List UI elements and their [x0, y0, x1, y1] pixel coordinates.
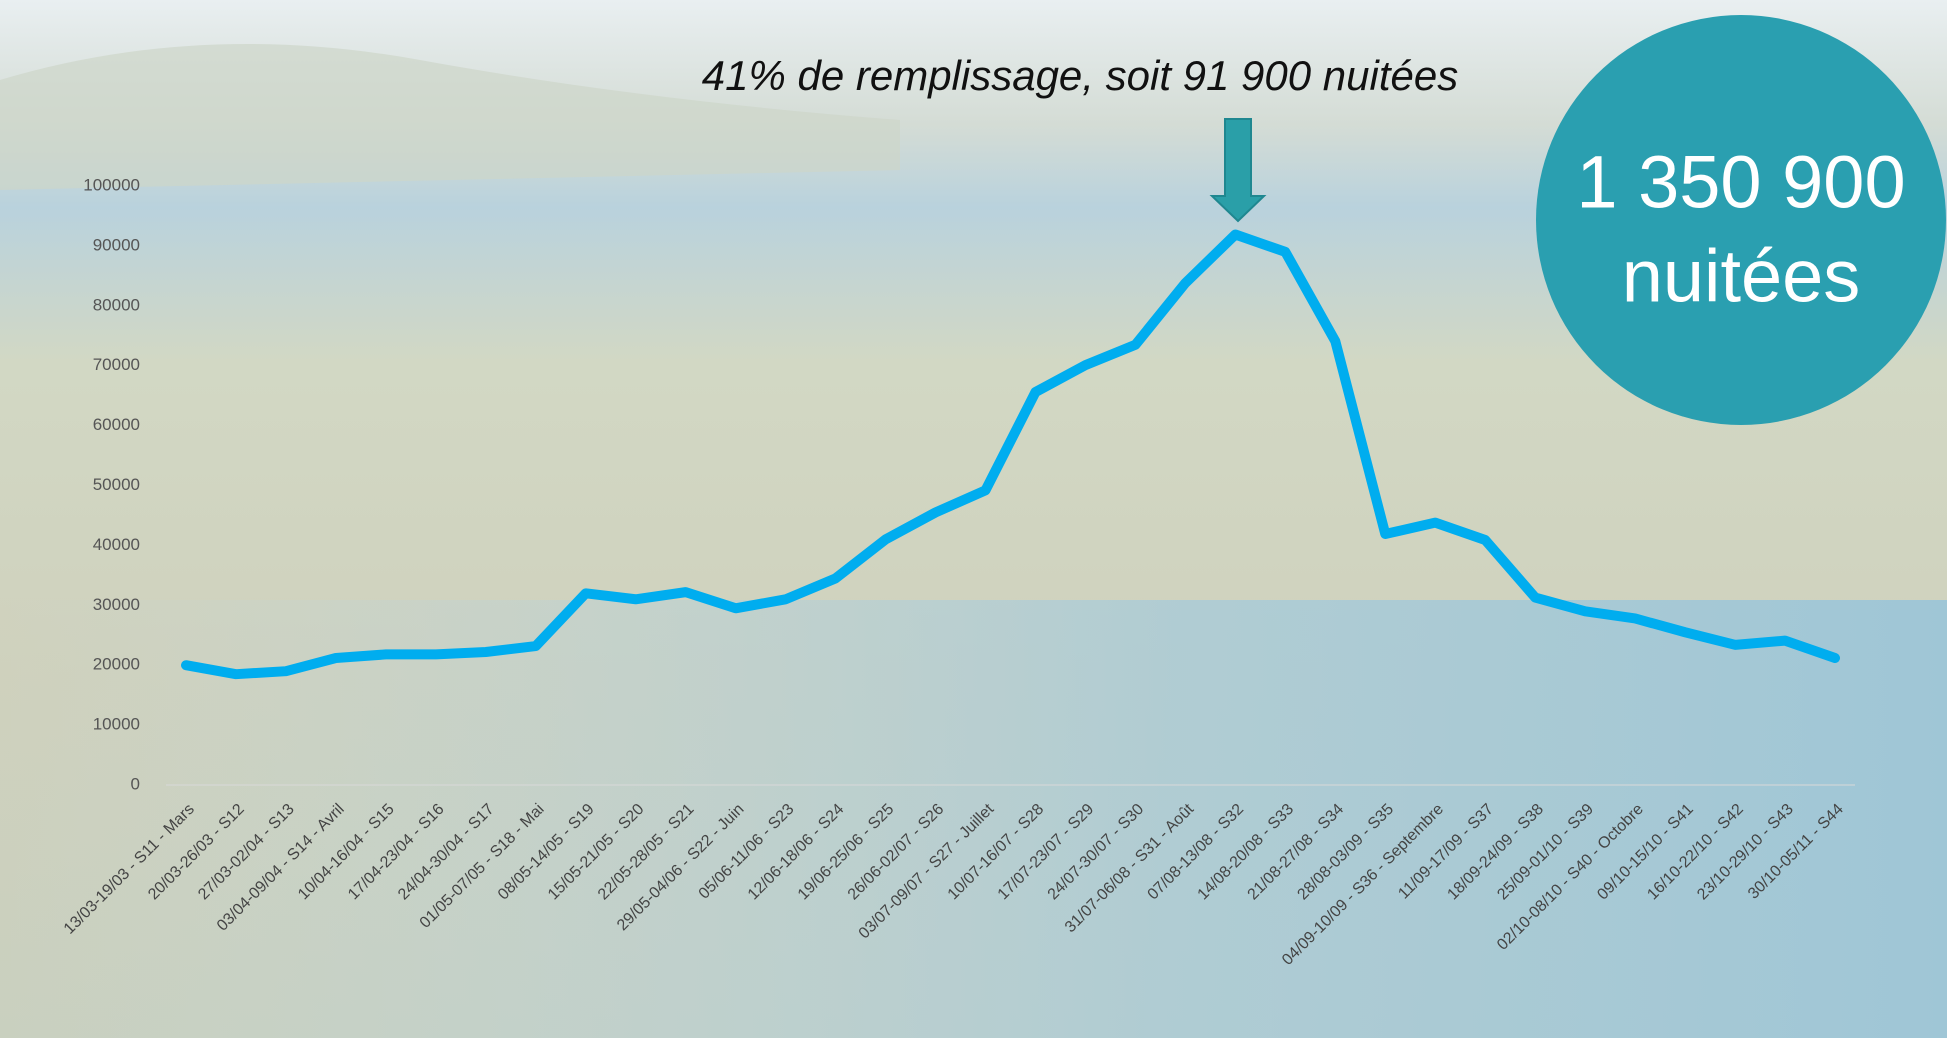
- annotation: 41% de remplissage, soit 91 900 nuitées: [702, 52, 1458, 99]
- y-tick-label: 50000: [93, 475, 140, 494]
- callout-unit: nuitées: [1622, 235, 1861, 318]
- chart: 41% de remplissage, soit 91 900 nuitées …: [0, 0, 1947, 1038]
- y-tick-label: 30000: [93, 595, 140, 614]
- y-tick-label: 80000: [93, 295, 140, 314]
- y-tick-label: 60000: [93, 415, 140, 434]
- callout-value: 1 350 900: [1576, 141, 1905, 224]
- y-tick-label: 70000: [93, 355, 140, 374]
- y-tick-label: 0: [131, 774, 140, 793]
- y-tick-label: 90000: [93, 235, 140, 254]
- y-tick-label: 40000: [93, 535, 140, 554]
- y-tick-label: 20000: [93, 655, 140, 674]
- y-tick-label: 100000: [83, 175, 140, 194]
- y-tick-label: 10000: [93, 715, 140, 734]
